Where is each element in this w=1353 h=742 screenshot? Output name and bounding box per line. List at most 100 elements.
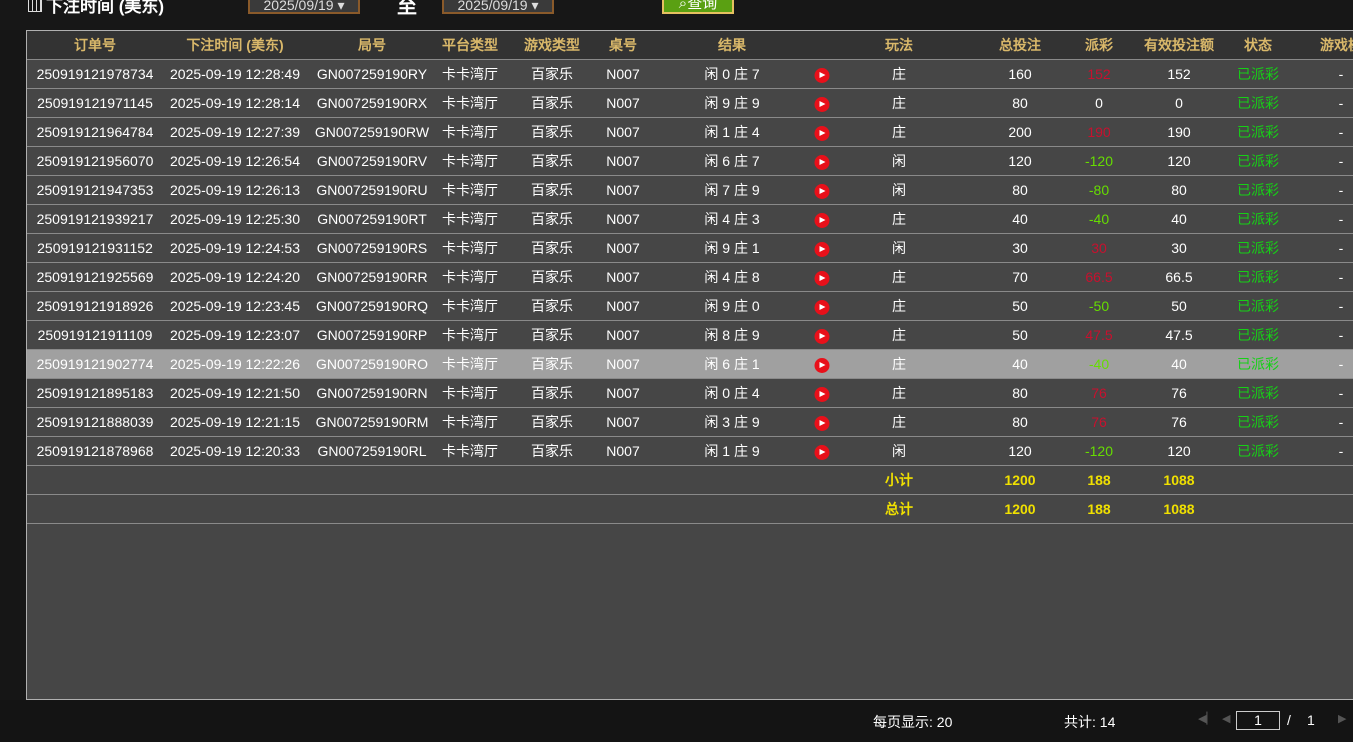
total-bet-cell: 40 [1012, 211, 1028, 227]
status-cell: 已派彩 [1237, 385, 1279, 401]
payout-cell: -40 [1088, 211, 1110, 227]
play-video-icon[interactable] [814, 386, 830, 402]
valid-bet-cell: 1088 [1163, 472, 1195, 488]
table-row[interactable]: 250919121925569 2025-09-19 12:24:20 GN0072… [27, 263, 1353, 292]
bet-type-cell: 小计 [885, 472, 913, 488]
order-no-cell: 250919121911109 [37, 327, 153, 343]
play-video-icon[interactable] [814, 212, 830, 228]
play-video-icon[interactable] [814, 125, 830, 141]
replay-cell [814, 234, 830, 262]
order-no-cell: 250919121956070 [36, 153, 154, 169]
replay-cell [814, 60, 830, 88]
play-video-icon[interactable] [814, 154, 830, 170]
game-mode-cell: - [1338, 385, 1344, 401]
play-video-icon[interactable] [814, 241, 830, 257]
table-no-cell: N007 [606, 182, 640, 198]
payout-cell: 152 [1087, 66, 1111, 82]
play-video-icon[interactable] [814, 328, 830, 344]
table-row[interactable]: 250919121947353 2025-09-19 12:26:13 GN0072… [27, 176, 1353, 205]
table-row[interactable]: 250919121911109 2025-09-19 12:23:07 GN0072… [27, 321, 1353, 350]
table-row[interactable]: 250919121895183 2025-09-19 12:21:50 GN0072… [27, 379, 1353, 408]
bet-time-cell: 2025-09-19 12:24:53 [170, 240, 300, 256]
play-video-icon[interactable] [814, 96, 830, 112]
order-no-cell: 250919121971145 [37, 95, 153, 111]
table-header: 订单号 下注时间 (美东) 局号 平台类型 游戏类型 桌号 结果 玩法 总投注 派彩 有效投注额 状态… [27, 31, 1353, 60]
total-bet-cell: 1200 [1004, 501, 1036, 517]
round-no-cell: GN007259190RP [316, 327, 428, 343]
total-bet-cell: 160 [1008, 66, 1032, 82]
payout-cell: -80 [1088, 182, 1110, 198]
result-cell: 闲 4 庄 8 [704, 269, 760, 285]
play-video-icon[interactable] [814, 183, 830, 199]
total-count: 共计: 14 [1064, 714, 1116, 730]
valid-bet-cell: 47.5 [1165, 327, 1193, 343]
play-video-icon[interactable] [814, 444, 830, 460]
table-row[interactable]: 250919121956070 2025-09-19 12:26:54 GN0072… [27, 147, 1353, 176]
replay-cell [814, 408, 830, 436]
game-mode-cell: - [1338, 153, 1344, 169]
column-header-game-type: 游戏类型 [524, 37, 580, 53]
prev-page-icon[interactable]: ◀ [1222, 713, 1231, 725]
first-page-icon[interactable]: ◀▏ [1198, 713, 1215, 725]
bet-type-cell: 庄 [892, 356, 906, 372]
next-page-icon[interactable]: ▶ [1338, 713, 1347, 725]
game-mode-cell: - [1338, 269, 1344, 285]
page-input[interactable]: 1 [1236, 711, 1280, 730]
total-bet-cell: 80 [1012, 385, 1028, 401]
play-video-icon[interactable] [814, 270, 830, 286]
table-no-cell: N007 [606, 240, 640, 256]
round-no-cell: GN007259190RX [316, 95, 428, 111]
date-separator: 至 [397, 0, 417, 18]
play-video-icon[interactable] [814, 67, 830, 83]
date-from-select[interactable]: 2025/09/19 ▾ [248, 0, 360, 14]
game-mode-cell: - [1338, 356, 1344, 372]
table-row[interactable]: 250919121964784 2025-09-19 12:27:39 GN0072… [27, 118, 1353, 147]
play-video-icon[interactable] [814, 415, 830, 431]
query-button[interactable]: ⌕查询 [662, 0, 734, 14]
order-no-cell: 250919121925569 [36, 269, 154, 285]
game-type-cell: 百家乐 [531, 414, 573, 430]
table-row[interactable]: 250919121918926 2025-09-19 12:23:45 GN0072… [27, 292, 1353, 321]
status-cell: 已派彩 [1237, 153, 1279, 169]
game-type-cell: 百家乐 [531, 95, 573, 111]
play-video-icon[interactable] [814, 357, 830, 373]
total-bet-cell: 120 [1008, 153, 1032, 169]
game-mode-cell: - [1338, 240, 1344, 256]
platform-cell: 卡卡湾厅 [442, 95, 498, 111]
status-cell: 已派彩 [1237, 240, 1279, 256]
status-cell: 已派彩 [1237, 211, 1279, 227]
result-cell: 闲 9 庄 9 [704, 95, 760, 111]
status-cell: 已派彩 [1237, 124, 1279, 140]
column-header-order-no: 订单号 [74, 37, 116, 53]
status-cell: 已派彩 [1237, 443, 1279, 459]
table-row[interactable]: 250919121978734 2025-09-19 12:28:49 GN0072… [27, 60, 1353, 89]
table-row[interactable]: 250919121902774 2025-09-19 12:22:26 GN0072… [27, 350, 1353, 379]
table-row[interactable]: 250919121939217 2025-09-19 12:25:30 GN0072… [27, 205, 1353, 234]
column-header-round-no: 局号 [358, 37, 386, 53]
table-no-cell: N007 [606, 124, 640, 140]
valid-bet-cell: 40 [1171, 356, 1187, 372]
bet-type-cell: 庄 [892, 95, 906, 111]
platform-cell: 卡卡湾厅 [442, 182, 498, 198]
table-row[interactable]: 250919121931152 2025-09-19 12:24:53 GN0072… [27, 234, 1353, 263]
column-header-bet-time: 下注时间 (美东) [186, 37, 284, 53]
page-size: 每页显示: 20 [873, 714, 953, 730]
total-bet-cell: 30 [1012, 240, 1028, 256]
status-cell: 已派彩 [1237, 414, 1279, 430]
status-cell: 已派彩 [1237, 269, 1279, 285]
valid-bet-cell: 120 [1167, 443, 1191, 459]
table-no-cell: N007 [606, 327, 640, 343]
bet-type-cell: 总计 [885, 501, 913, 517]
valid-bet-cell: 50 [1171, 298, 1187, 314]
table-row[interactable]: 250919121888039 2025-09-19 12:21:15 GN0072… [27, 408, 1353, 437]
table-no-cell: N007 [606, 95, 640, 111]
play-video-icon[interactable] [814, 299, 830, 315]
date-to-select[interactable]: 2025/09/19 ▾ [442, 0, 554, 14]
table-row[interactable]: 250919121878968 2025-09-19 12:20:33 GN0072… [27, 437, 1353, 466]
game-mode-cell: - [1338, 182, 1344, 198]
replay-cell [814, 321, 830, 349]
bet-type-cell: 闲 [892, 153, 906, 169]
payout-cell: 30 [1091, 240, 1107, 256]
table-row[interactable]: 250919121971145 2025-09-19 12:28:14 GN0072… [27, 89, 1353, 118]
total-bet-cell: 80 [1012, 182, 1028, 198]
